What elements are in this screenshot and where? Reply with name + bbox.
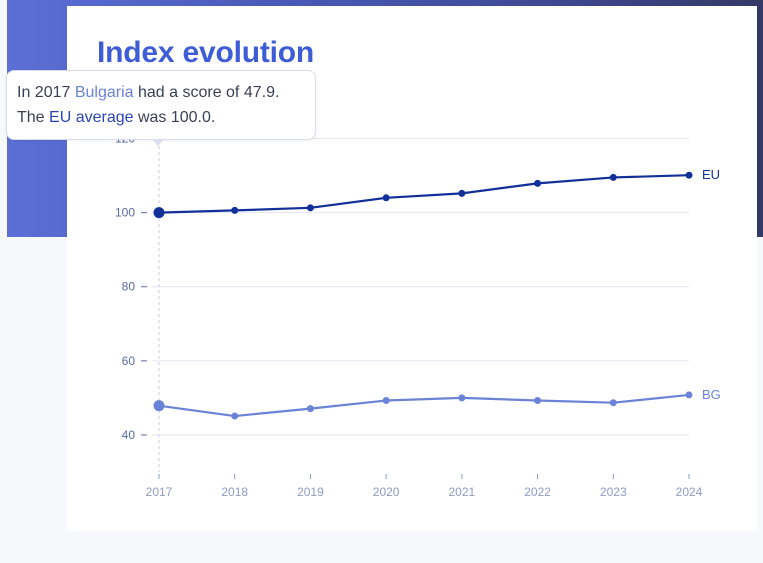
tooltip-country: Bulgaria	[74, 84, 134, 101]
tooltip-text: had a score of 47.9.	[133, 84, 280, 101]
data-point[interactable]	[306, 405, 314, 413]
series-layer: EU BG	[153, 167, 721, 420]
series-line	[158, 393, 690, 418]
series-label: EU	[702, 167, 720, 182]
tooltip-text: The	[17, 109, 50, 126]
x-tick-label: 2017	[146, 485, 173, 499]
x-tick-label: 2018	[221, 485, 248, 499]
x-axis: 2017 2018 2019 2020 2021 2022 2023 2024	[146, 474, 703, 499]
x-tick-label: 2021	[449, 485, 476, 499]
tooltip-arrow	[153, 140, 163, 146]
data-point[interactable]	[153, 207, 165, 219]
data-point[interactable]	[231, 206, 239, 214]
data-point[interactable]	[231, 412, 239, 420]
y-tick-label: 60	[122, 354, 136, 368]
data-point[interactable]	[153, 400, 165, 412]
tooltip-text: In 2017	[17, 84, 75, 101]
data-point[interactable]	[609, 399, 617, 407]
chart-title: Index evolution	[97, 36, 315, 69]
x-tick-label: 2019	[297, 485, 324, 499]
data-point[interactable]	[685, 391, 693, 399]
tooltip-line-2: The EU average was 100.0.	[17, 105, 305, 130]
x-tick-label: 2023	[600, 485, 627, 499]
data-point[interactable]	[458, 394, 466, 402]
data-point[interactable]	[534, 396, 542, 404]
y-tick-label: 40	[122, 428, 136, 442]
x-tick-label: 2022	[524, 485, 551, 499]
x-tick-label: 2020	[373, 485, 400, 499]
series-label: BG	[702, 387, 721, 402]
chart-tooltip: In 2017 Bulgaria had a score of 47.9. Th…	[6, 70, 316, 140]
data-point[interactable]	[382, 194, 390, 202]
data-point[interactable]	[534, 179, 542, 187]
series-bg[interactable]: BG	[153, 387, 721, 420]
x-tick-label: 2024	[676, 485, 703, 499]
y-tick-label: 80	[122, 280, 136, 294]
data-point[interactable]	[306, 204, 314, 212]
data-point[interactable]	[685, 171, 693, 179]
data-point[interactable]	[609, 173, 617, 181]
tooltip-text: was 100.0.	[133, 109, 216, 126]
data-point[interactable]	[382, 396, 390, 404]
y-tick-label: 100	[115, 206, 135, 220]
tooltip-eu-average: EU average	[49, 109, 134, 126]
series-line	[158, 174, 690, 214]
tooltip-line-1: In 2017 Bulgaria had a score of 47.9.	[17, 80, 305, 105]
data-point[interactable]	[458, 189, 466, 197]
series-eu[interactable]: EU	[153, 167, 721, 219]
